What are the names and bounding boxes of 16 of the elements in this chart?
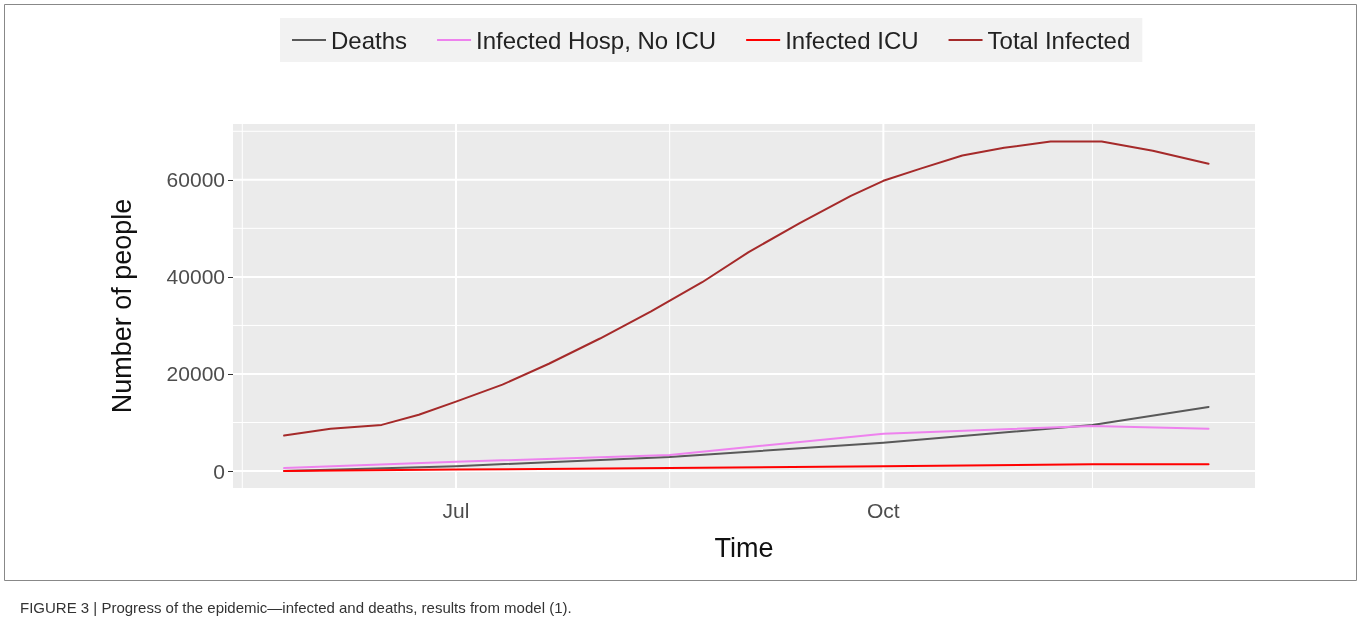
y-axis-title: Number of people <box>106 198 137 414</box>
y-tick-label: 60000 <box>166 168 225 192</box>
legend-label: Infected Hosp, No ICU <box>476 26 717 54</box>
x-tick-label: Jul <box>442 499 470 522</box>
y-tick-label: 40000 <box>166 265 225 289</box>
x-axis-title: Time <box>714 532 774 563</box>
x-tick-label: Oct <box>867 499 900 522</box>
line-series <box>283 140 1210 437</box>
caption: FIGURE 3 | Progress of the epidemic—infected and deaths, results from model (1). <box>20 599 572 616</box>
y-tick-label: 0 <box>213 459 225 483</box>
y-tick-label: 20000 <box>166 362 225 386</box>
line-series <box>283 424 1210 470</box>
legend-label: Deaths <box>331 26 408 54</box>
legend-label: Total Infected <box>987 26 1131 54</box>
legend-label: Infected ICU <box>785 26 919 54</box>
line-series <box>283 463 1210 473</box>
